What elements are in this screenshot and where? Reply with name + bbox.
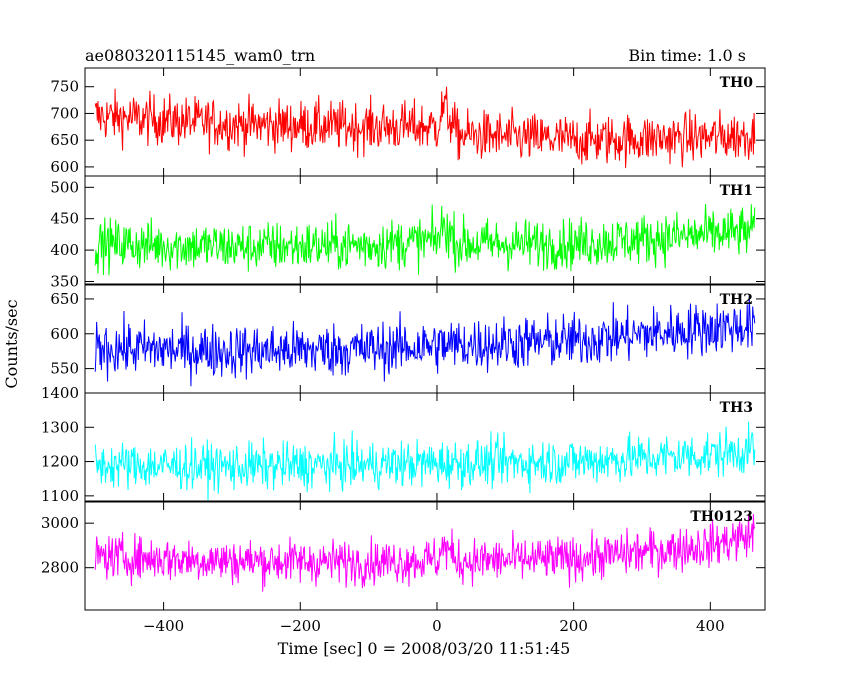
panels-group: 600 650 700 750 TH0 350 400 450 500 TH1 550 600 650 T…	[41, 67, 766, 635]
series-line-th3	[94, 421, 756, 501]
series-line-th2	[94, 296, 756, 387]
panel-label-th0123: TH0123	[690, 509, 753, 525]
panel-label-th1: TH1	[720, 183, 753, 199]
y-axis-label: Counts/sec	[2, 299, 21, 388]
y-tick-label: 400	[50, 241, 79, 259]
bin-time-label: Bin time: 1.0 s	[628, 46, 746, 65]
y-tick-label: 700	[50, 104, 79, 122]
x-axis-label: Time [sec] 0 = 2008/03/20 11:51:45	[278, 639, 571, 658]
y-tick-label: 650	[50, 290, 79, 308]
x-tick-label: −200	[280, 617, 321, 635]
series-line-th0	[94, 86, 756, 169]
y-tick-label: 2800	[41, 559, 79, 577]
y-tick-label: 3000	[41, 514, 79, 532]
x-tick-label: −400	[143, 617, 184, 635]
y-tick-label: 1300	[41, 418, 79, 436]
panel-label-th3: TH3	[720, 400, 753, 416]
chart-title: ae080320115145_wam0_trn	[85, 46, 315, 65]
panel-label-th0: TH0	[720, 75, 754, 91]
y-tick-label: 500	[50, 178, 79, 196]
y-tick-label: 350	[50, 272, 79, 290]
y-tick-label: 750	[50, 78, 79, 96]
x-tick-label: 400	[696, 617, 725, 635]
y-tick-label: 650	[50, 131, 79, 149]
panel-frame	[84, 501, 766, 611]
panel-frame	[84, 175, 766, 285]
y-tick-label: 550	[50, 360, 79, 378]
y-tick-label: 450	[50, 210, 79, 228]
y-tick-label: 600	[50, 325, 79, 343]
y-tick-label: 1100	[41, 487, 79, 505]
x-tick-label: 0	[432, 617, 442, 635]
x-tick-label: 200	[559, 617, 588, 635]
panel-label-th2: TH2	[720, 292, 753, 308]
y-tick-label: 1400	[41, 384, 79, 402]
panel-frame	[84, 392, 766, 502]
y-tick-label: 600	[50, 158, 79, 176]
series-line-th1	[94, 204, 756, 276]
series-line-th0123	[94, 513, 756, 592]
y-tick-label: 1200	[41, 453, 79, 471]
